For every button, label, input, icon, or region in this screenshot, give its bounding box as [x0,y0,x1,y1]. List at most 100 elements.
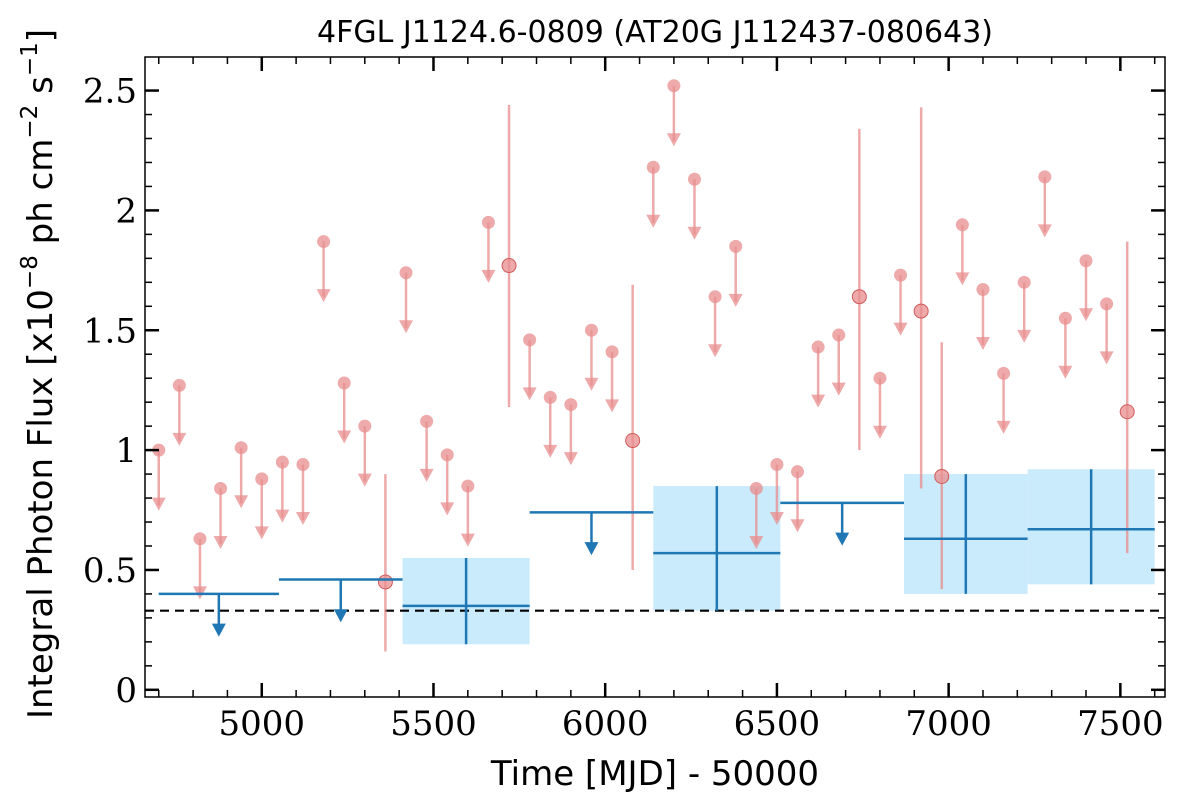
y-tick-label: 2 [115,191,137,231]
y-tick-label: 1 [115,431,137,471]
fine-bin-upper-limit-arrow [481,269,496,283]
x-axis-label: Time [MJD] - 50000 [490,754,819,794]
fine-bin-upper-limit-point [337,376,351,390]
fine-bin-upper-limit-arrow [708,344,723,358]
fine-bin-upper-limit-point [955,218,969,232]
fine-bin-upper-limit-point [317,235,331,249]
fine-bin-upper-limit-arrow [975,337,990,351]
fine-bin-upper-limit-arrow [419,468,434,482]
fine-bin-upper-limit-arrow [543,444,558,458]
fine-bin-upper-limit-arrow [646,214,661,228]
fine-bin-upper-limit-point [172,378,186,392]
fine-bin-detection-point [851,289,867,305]
fine-bin-upper-limit-point [749,481,763,495]
x-tick-label: 5500 [390,704,477,744]
fine-bin-upper-limit-point [729,239,743,253]
fine-bin-upper-limit-arrow [1099,351,1114,365]
y-tick-label: 0 [115,671,137,711]
fine-bin-upper-limit-point [1079,254,1093,268]
fine-bin-upper-limit-arrow [275,509,290,523]
fine-bin-upper-limit-arrow [790,519,805,533]
x-tick-label: 5000 [219,704,306,744]
y-tick-label: 1.5 [83,311,137,351]
fine-bin-upper-limit-arrow [749,535,764,549]
fine-bin-upper-limit-arrow [687,226,702,240]
fine-bin-upper-limit-point [275,455,289,469]
fine-bin-upper-limit-point [214,481,228,495]
x-tick-label: 7000 [905,704,992,744]
fine-bin-upper-limit-point [976,283,990,297]
fine-bin-detection-point [913,303,929,319]
fine-bin-upper-limit-arrow [769,512,784,526]
fine-bin-upper-limit-point [791,465,805,479]
fine-bin-upper-limit-arrow [440,502,455,516]
fine-bin-upper-limit-arrow [1079,308,1094,322]
fine-bin-upper-limit-point [1058,311,1072,325]
fine-bin-upper-limit-arrow [295,512,310,526]
fine-bin-upper-limit-arrow [522,387,537,401]
fine-bin-upper-limit-arrow [337,430,352,444]
fine-bin-upper-limit-arrow [605,399,620,413]
x-tick-label: 6000 [562,704,649,744]
fine-bin-upper-limit-point [564,398,578,412]
fine-bin-upper-limit-arrow [996,420,1011,434]
fine-bin-upper-limit-point [605,345,619,359]
fine-bin-upper-limit-point [543,390,557,404]
fine-bin-upper-limit-point [461,479,475,493]
fine-bin-upper-limit-point [708,290,722,304]
fine-bin-upper-limit-arrow [584,377,599,391]
fine-bin-upper-limit-point [894,268,908,282]
fine-bin-upper-limit-arrow [831,382,846,396]
fine-bin-upper-limit-arrow [1017,329,1032,343]
coarse-bin-upper-limit-arrow [333,609,348,623]
fine-bin-upper-limit-point [997,366,1011,380]
fine-bin-upper-limit-point [234,441,248,455]
fine-bin-upper-limit-point [811,340,825,354]
fine-bin-upper-limit-point [420,414,434,428]
fine-bin-upper-limit-point [1017,275,1031,289]
fine-bin-upper-limit-arrow [357,473,372,487]
fine-bin-upper-limit-arrow [213,535,228,549]
fine-bin-upper-limit-arrow [254,526,269,540]
fine-bin-upper-limit-arrow [151,497,166,511]
plot-frame [144,56,1166,698]
coarse-bin-upper-limit-arrow [835,532,850,546]
fine-bin-upper-limit-arrow [1037,224,1052,238]
fine-bin-upper-limit-arrow [955,272,970,286]
fine-bin-upper-limit-point [832,328,846,342]
fine-bin-upper-limit-arrow [872,425,887,439]
fine-bin-upper-limit-arrow [460,533,475,547]
fine-bin-detection-point [1119,404,1135,420]
fine-bin-upper-limit-point [440,448,454,462]
fine-bin-upper-limit-point [399,266,413,280]
x-tick-label: 7500 [1077,704,1164,744]
fine-bin-upper-limit-arrow [811,394,826,408]
fine-bin-upper-limit-arrow [728,293,743,307]
fine-bin-upper-limit-arrow [563,452,578,466]
fine-bin-upper-limit-point [687,172,701,186]
y-axis-label: Integral Photon Flux [x10−8 ph cm−2 s−1] [17,29,61,719]
fine-bin-upper-limit-point [646,160,660,174]
fine-bin-upper-limit-point [296,457,310,471]
fine-bin-upper-limit-point [1038,170,1052,184]
fine-bin-upper-limit-arrow [399,320,414,334]
fine-bin-upper-limit-arrow [893,322,908,336]
chart-title: 4FGL J1124.6-0809 (AT20G J112437-080643) [317,15,993,50]
fine-bin-upper-limit-point [1100,297,1114,311]
fine-bin-upper-limit-point [523,333,537,347]
y-tick-label: 0.5 [83,551,137,591]
fine-bin-detection-point [501,258,517,274]
fine-bin-upper-limit-point [193,532,207,546]
fine-bin-upper-limit-point [358,419,372,433]
fine-bin-detection-point [934,468,950,484]
fine-bin-upper-limit-point [481,215,495,229]
fine-bin-upper-limit-arrow [1058,365,1073,379]
fine-bin-upper-limit-point [255,472,269,486]
fine-bin-upper-limit-point [770,457,784,471]
fine-bin-upper-limit-arrow [666,133,681,147]
y-tick-label: 2.5 [83,72,137,112]
fine-bin-upper-limit-point [873,371,887,385]
plot-area: 5000 5500 6000 6500 7000 7500 0 0.5 1 1.5 2 2.5 [83,56,1166,744]
x-tick-label: 6500 [734,704,821,744]
